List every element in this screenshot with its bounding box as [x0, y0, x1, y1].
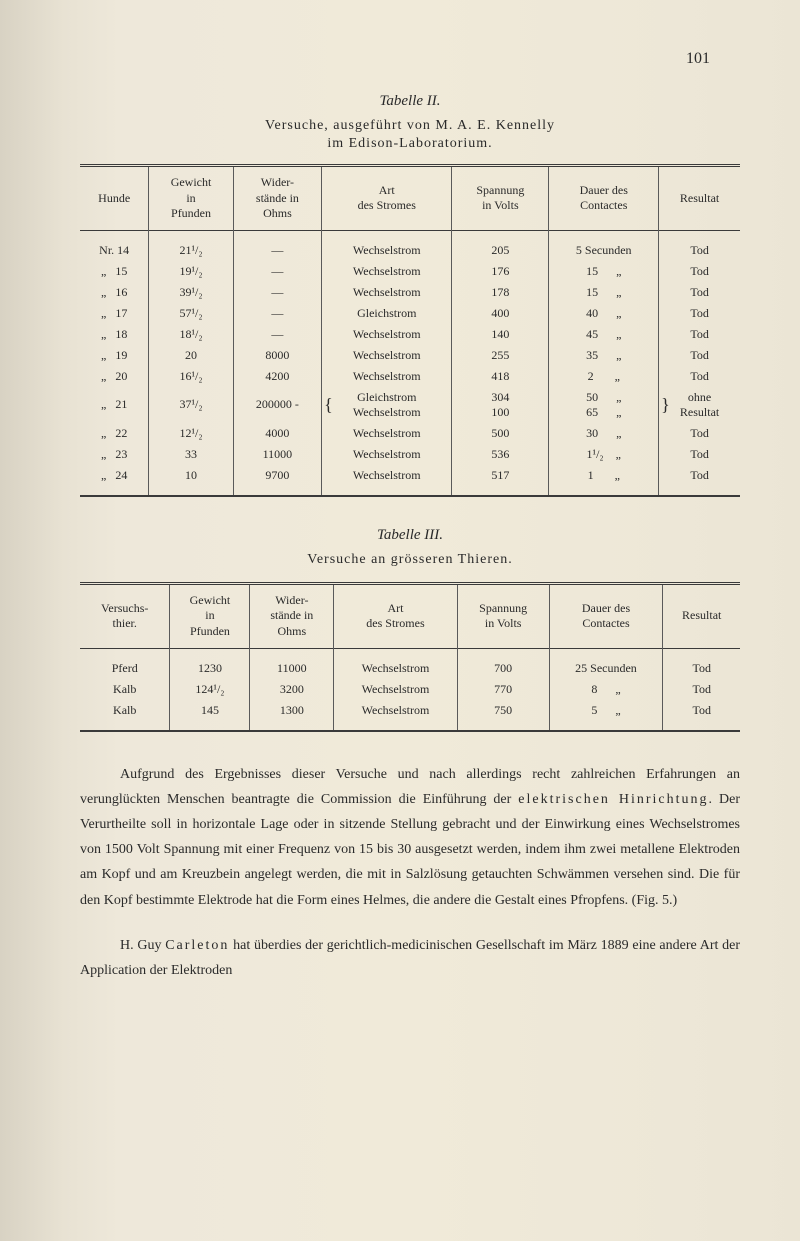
- table-3: Versuchs- thier. Gewicht in Pfunden Wide…: [80, 582, 740, 732]
- table-row: „ 19 20 8000 Wechselstrom 255 35 „ Tod: [80, 345, 740, 366]
- body-paragraph-1: Aufgrund des Ergebnisses dieser Versuche…: [80, 762, 740, 913]
- table-row: „ 20 16¹/₂ 4200 Wechselstrom 418 2 „ Tod: [80, 366, 740, 387]
- table2-subtitle-2: im Edison-Laboratorium.: [80, 136, 740, 152]
- table-row: „ 23 33 11000 Wechselstrom 536 1¹/₂ „ To…: [80, 444, 740, 465]
- table-row: Nr. 14 21¹/₂ — Wechselstrom 205 5 Secund…: [80, 230, 740, 261]
- table3-header-resultat: Resultat: [663, 583, 740, 648]
- table2-header-resultat: Resultat: [659, 166, 740, 231]
- document-page: 101 Tabelle II. Versuche, ausgeführt von…: [0, 0, 800, 1241]
- table-2: Hunde Gewicht in Pfunden Wider- stände i…: [80, 164, 740, 497]
- table-row: „ 22 12¹/₂ 4000 Wechselstrom 500 30 „ To…: [80, 423, 740, 444]
- table-row: „ 24 10 9700 Wechselstrom 517 1 „ Tod: [80, 465, 740, 496]
- table3-header-dauer: Dauer des Contactes: [549, 583, 663, 648]
- table2-header-gewicht: Gewicht in Pfunden: [149, 166, 233, 231]
- table2-header-dauer: Dauer des Contactes: [549, 166, 659, 231]
- body-paragraph-2: H. Guy Carleton hat überdies der gericht…: [80, 933, 740, 983]
- table2-header-row: Hunde Gewicht in Pfunden Wider- stände i…: [80, 166, 740, 231]
- table-row: „ 18 18¹/₂ — Wechselstrom 140 45 „ Tod: [80, 324, 740, 345]
- table-row: „ 17 57¹/₂ — Gleichstrom 400 40 „ Tod: [80, 303, 740, 324]
- table-row: „ 15 19¹/₂ — Wechselstrom 176 15 „ Tod: [80, 261, 740, 282]
- table-row: Pferd 1230 11000 Wechselstrom 700 25 Sec…: [80, 648, 740, 679]
- table-row: „ 21 37¹/₂ 200000 - {GleichstromWechsels…: [80, 387, 740, 423]
- table2-header-art: Art des Stromes: [322, 166, 452, 231]
- table2-header-hunde: Hunde: [80, 166, 149, 231]
- table2-header-spannung: Spannung in Volts: [452, 166, 549, 231]
- table2-title: Tabelle II.: [80, 93, 740, 110]
- table3-title: Tabelle III.: [80, 527, 740, 544]
- table3-header-gewicht: Gewicht in Pfunden: [170, 583, 250, 648]
- table3-header-row: Versuchs- thier. Gewicht in Pfunden Wide…: [80, 583, 740, 648]
- table-row: „ 16 39¹/₂ — Wechselstrom 178 15 „ Tod: [80, 282, 740, 303]
- table2-header-wider: Wider- stände in Ohms: [233, 166, 321, 231]
- table3-header-wider: Wider- stände in Ohms: [250, 583, 334, 648]
- table3-header-art: Art des Stromes: [334, 583, 458, 648]
- table3-header-thier: Versuchs- thier.: [80, 583, 170, 648]
- table3-header-spannung: Spannung in Volts: [457, 583, 549, 648]
- page-number: 101: [80, 50, 740, 68]
- table-row: Kalb 145 1300 Wechselstrom 750 5 „ Tod: [80, 700, 740, 731]
- table3-subtitle: Versuche an grösseren Thieren.: [80, 552, 740, 568]
- table2-subtitle-1: Versuche, ausgeführt von M. A. E. Kennel…: [80, 118, 740, 134]
- table-row: Kalb 124¹/₂ 3200 Wechselstrom 770 8 „ To…: [80, 679, 740, 700]
